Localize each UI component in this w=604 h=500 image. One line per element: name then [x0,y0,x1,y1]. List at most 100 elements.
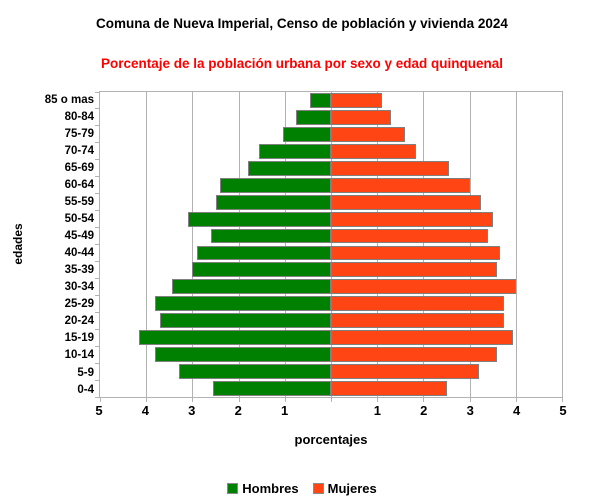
x-axis-tick [100,397,101,402]
pyramid-row [100,194,562,211]
gridline [238,92,240,397]
pyramid-row [100,346,562,363]
age-group-label: 5-9 [77,366,94,379]
pyramid-row [100,109,562,126]
x-axis-tick [284,397,286,402]
legend: Hombres Mujeres [0,481,604,496]
y-axis-tick [95,210,100,212]
x-tick-label: 5 [559,403,567,418]
pyramid-row [100,295,562,312]
y-axis-tick [95,277,100,279]
age-group-label: 30-34 [64,281,94,294]
age-group-label: 60-64 [64,178,94,191]
gridline [284,92,286,397]
mujeres-bar [331,313,505,329]
hombres-bar [160,313,331,329]
pyramid-row [100,245,562,262]
age-group-label: 55-59 [64,195,94,208]
age-group-label: 50-54 [64,212,94,225]
pyramid-row [100,160,562,177]
y-axis-tick [95,108,100,110]
hombres-bar [215,194,331,210]
mujeres-bar [331,330,514,346]
pyramid-row [100,126,562,143]
plot-area [95,91,563,402]
age-group-label: 85 o mas [44,93,94,106]
x-tick-label: 2 [420,403,428,418]
mujeres-bar [331,143,417,159]
y-axis-tick [95,142,100,144]
pyramid-row [100,143,562,160]
y-axis-tick [95,260,100,262]
x-tick-label: 5 [95,403,103,418]
x-axis-tick [377,397,379,402]
age-group-label: 10-14 [64,349,94,362]
x-tick-label: 1 [373,403,382,418]
hombres-bar [155,347,331,363]
mujeres-bar [331,228,489,244]
mujeres-swatch-icon [312,483,324,494]
pyramid-row [100,211,562,228]
chart-subtitle: Porcentaje de la población urbana por se… [100,56,504,71]
mujeres-bar [331,381,447,396]
legend-item-mujeres: Mujeres [312,481,377,496]
mujeres-bar [331,194,482,210]
pyramid-row [100,92,562,109]
hombres-bar [155,296,331,312]
hombres-bar [187,211,331,227]
y-axis-tick [95,125,100,127]
y-axis-tick [95,91,100,93]
x-tick-label: 4 [512,403,521,418]
gridline [331,92,332,397]
age-group-label: 15-19 [64,332,94,345]
mujeres-bar [331,93,382,108]
hombres-bar [296,109,331,125]
x-axis-tick [331,397,332,402]
mujeres-bar [331,364,479,380]
y-axis-tick [95,345,100,347]
gridline [515,92,517,397]
age-group-label: 0-4 [77,383,94,396]
gridline [469,92,471,397]
pyramid-row [100,312,562,329]
age-group-label: 45-49 [64,230,94,243]
y-axis-tick [95,379,100,381]
x-axis-tick [515,397,517,402]
hombres-bar [210,228,331,244]
gridline [146,92,148,397]
age-group-label: 25-29 [64,298,94,311]
mujeres-bar [331,109,392,125]
pyramid-row [100,380,562,397]
x-axis-tick [423,397,425,402]
pyramid-row [100,363,562,380]
x-tick-label: 2 [234,403,242,418]
age-group-label: 80-84 [64,110,94,123]
x-tick-label: 1 [280,403,289,418]
mujeres-bar [331,177,470,193]
x-axis-tick [238,397,240,402]
hombres-bar [213,381,331,396]
chart-title: Comuna de Nueva Imperial, Censo de pobla… [96,16,508,31]
y-axis-tick [95,294,100,296]
pyramid-row [100,329,562,346]
age-group-label: 70-74 [64,144,94,157]
x-axis-tick [469,397,471,402]
hombres-bar [282,126,331,142]
hombres-bar [139,330,331,346]
hombres-bar [247,160,331,176]
hombres-swatch-icon [227,483,239,494]
age-group-label: 20-24 [64,315,94,328]
mujeres-bar [331,279,516,295]
x-tick-label: 4 [141,403,150,418]
pyramid-row [100,278,562,295]
hombres-bar [192,262,331,278]
gridline [423,92,425,397]
mujeres-bar [331,211,493,227]
x-axis-tick-labels: 5 4 3 2 1 1 2 3 4 5 [95,403,567,419]
pyramid-row [100,261,562,278]
gridline [192,92,194,397]
hombres-bar [220,177,331,193]
age-group-label: 35-39 [64,264,94,277]
x-axis-tick [146,397,148,402]
